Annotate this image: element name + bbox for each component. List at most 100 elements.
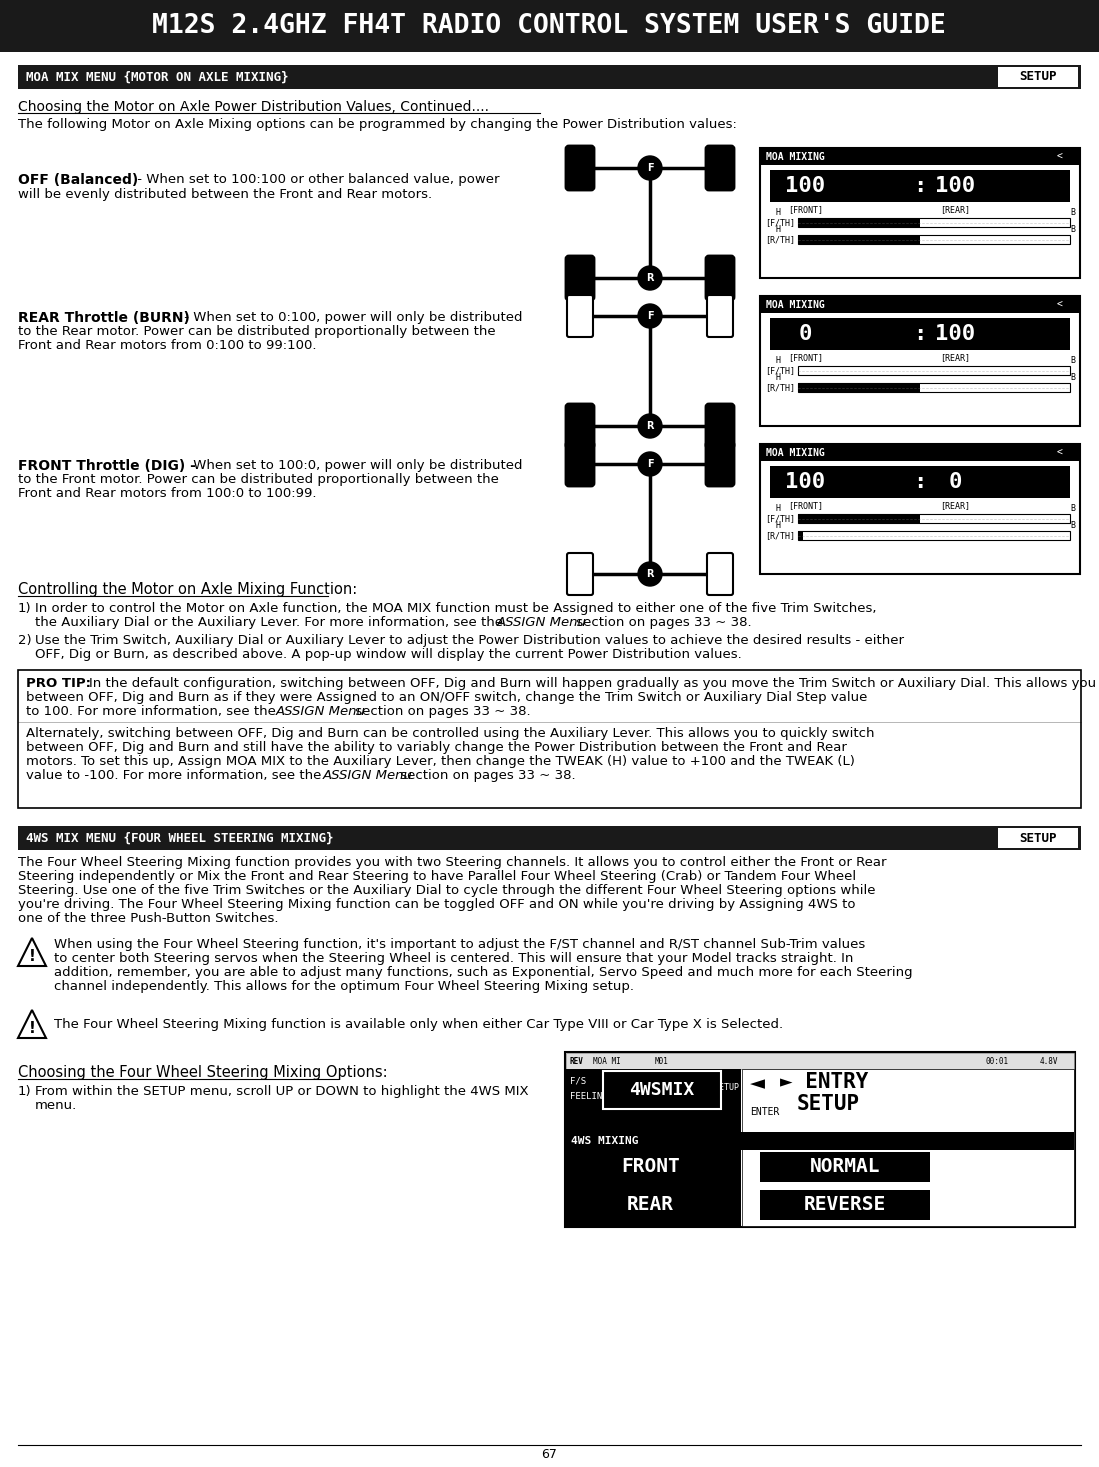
Text: section on pages 33 ~ 38.: section on pages 33 ~ 38.: [396, 769, 576, 782]
Text: [REAR]: [REAR]: [941, 502, 970, 511]
Text: !: !: [29, 949, 35, 964]
Text: 4WS MIXING: 4WS MIXING: [571, 1135, 639, 1146]
Text: ASSIGN Menu: ASSIGN Menu: [323, 769, 413, 782]
Text: one of the three Push-Button Switches.: one of the three Push-Button Switches.: [18, 912, 278, 926]
Text: ► ENTRY: ► ENTRY: [780, 1072, 868, 1091]
Text: value to -100. For more information, see the: value to -100. For more information, see…: [26, 769, 325, 782]
Text: menu.: menu.: [35, 1099, 77, 1112]
Text: <: <: [1057, 447, 1063, 458]
FancyBboxPatch shape: [567, 405, 593, 447]
Circle shape: [639, 156, 662, 180]
Bar: [18, 826, 1081, 849]
Polygon shape: [18, 1009, 46, 1039]
Text: R: R: [646, 273, 654, 283]
Text: 4WSMIX: 4WSMIX: [630, 1081, 695, 1099]
Text: F: F: [646, 163, 653, 173]
Text: section on pages 33 ~ 38.: section on pages 33 ~ 38.: [571, 616, 752, 629]
Bar: [761, 296, 1080, 425]
Text: In order to control the Motor on Axle function, the MOA MIX function must be Ass: In order to control the Motor on Axle fu…: [35, 601, 877, 615]
Bar: [18, 670, 1081, 808]
Text: 4WS MIX MENU {FOUR WHEEL STEERING MIXING}: 4WS MIX MENU {FOUR WHEEL STEERING MIXING…: [26, 832, 333, 845]
Text: between OFF, Dig and Burn as if they were Assigned to an ON/OFF switch, change t: between OFF, Dig and Burn as if they wer…: [26, 691, 867, 704]
Text: REAR Throttle (BURN): REAR Throttle (BURN): [18, 311, 190, 326]
Text: The following Motor on Axle Mixing options can be programmed by changing the Pow: The following Motor on Axle Mixing optio…: [18, 117, 736, 131]
Text: M01: M01: [655, 1056, 669, 1065]
Text: [FRONT]: [FRONT]: [788, 502, 823, 511]
Text: 1): 1): [18, 1086, 32, 1097]
Bar: [798, 513, 1070, 524]
Text: 1): 1): [18, 601, 32, 615]
Text: section on pages 33 ~ 38.: section on pages 33 ~ 38.: [351, 706, 531, 717]
Bar: [761, 445, 1080, 574]
Text: [F/TH]: [F/TH]: [765, 367, 795, 376]
Text: [R/TH]: [R/TH]: [765, 236, 795, 245]
Text: 0: 0: [948, 472, 963, 491]
Circle shape: [639, 266, 662, 290]
Bar: [742, 1069, 1074, 1226]
Text: Use the Trim Switch, Auxiliary Dial or Auxiliary Lever to adjust the Power Distr: Use the Trim Switch, Auxiliary Dial or A…: [35, 634, 904, 647]
Bar: [761, 1190, 930, 1221]
Text: 100: 100: [786, 472, 825, 491]
Text: The Four Wheel Steering Mixing function is available only when either Car Type V: The Four Wheel Steering Mixing function …: [54, 1018, 784, 1031]
Text: 00:01: 00:01: [985, 1056, 1008, 1065]
Text: [REAR]: [REAR]: [941, 205, 970, 214]
Text: FRONT Throttle (DIG) -: FRONT Throttle (DIG) -: [18, 459, 196, 472]
Bar: [761, 296, 1079, 312]
Bar: [761, 148, 1080, 279]
Bar: [798, 235, 1070, 244]
Text: SETUP: SETUP: [1019, 832, 1057, 845]
FancyBboxPatch shape: [707, 405, 733, 447]
Text: :: :: [913, 324, 926, 343]
Bar: [770, 318, 1070, 351]
Text: Steering independently or Mix the Front and Rear Steering to have Parallel Four : Steering independently or Mix the Front …: [18, 870, 856, 883]
FancyBboxPatch shape: [567, 295, 593, 337]
Text: 0: 0: [799, 324, 812, 343]
Text: SETUP: SETUP: [714, 1083, 740, 1091]
Text: F/S: F/S: [570, 1077, 586, 1086]
Text: :: :: [913, 176, 926, 197]
Text: SETUP: SETUP: [797, 1094, 861, 1113]
FancyBboxPatch shape: [707, 443, 733, 486]
Text: F: F: [646, 311, 653, 321]
Text: FEELIN: FEELIN: [570, 1091, 602, 1102]
Text: channel independently. This allows for the optimum Four Wheel Steering Mixing se: channel independently. This allows for t…: [54, 980, 634, 993]
Text: MOA MI: MOA MI: [593, 1056, 621, 1065]
Text: 67: 67: [541, 1448, 557, 1461]
FancyBboxPatch shape: [707, 295, 733, 337]
Text: The Four Wheel Steering Mixing function provides you with two Steering channels.: The Four Wheel Steering Mixing function …: [18, 857, 887, 868]
Bar: [998, 827, 1078, 848]
FancyBboxPatch shape: [707, 257, 733, 299]
Text: R: R: [646, 569, 654, 579]
FancyBboxPatch shape: [567, 257, 593, 299]
Circle shape: [639, 304, 662, 329]
Text: H: H: [775, 208, 780, 217]
Text: H: H: [775, 505, 780, 513]
Text: In the default configuration, switching between OFF, Dig and Burn will happen gr: In the default configuration, switching …: [89, 676, 1099, 689]
Text: [R/TH]: [R/TH]: [765, 383, 795, 393]
Text: Front and Rear motors from 0:100 to 99:100.: Front and Rear motors from 0:100 to 99:1…: [18, 339, 317, 352]
Text: to the Front motor. Power can be distributed proportionally between the: to the Front motor. Power can be distrib…: [18, 472, 499, 486]
FancyBboxPatch shape: [567, 147, 593, 189]
Text: 100: 100: [935, 324, 976, 343]
Bar: [798, 383, 1070, 392]
Text: MOA MIXING: MOA MIXING: [766, 299, 824, 310]
Text: addition, remember, you are able to adjust many functions, such as Exponential, : addition, remember, you are able to adju…: [54, 965, 912, 978]
Circle shape: [639, 414, 662, 439]
Bar: [761, 150, 1079, 164]
Text: ENTER: ENTER: [750, 1108, 779, 1116]
Bar: [798, 219, 920, 227]
Polygon shape: [18, 937, 46, 965]
Text: to 100. For more information, see the: to 100. For more information, see the: [26, 706, 280, 717]
Bar: [573, 1152, 728, 1182]
Text: OFF (Balanced): OFF (Balanced): [18, 173, 138, 186]
Bar: [761, 1152, 930, 1182]
Bar: [565, 1052, 1075, 1226]
Text: F: F: [646, 459, 653, 469]
Text: REAR: REAR: [628, 1196, 674, 1215]
Text: you're driving. The Four Wheel Steering Mixing function can be toggled OFF and O: you're driving. The Four Wheel Steering …: [18, 898, 855, 911]
Bar: [798, 383, 920, 392]
Text: Alternately, switching between OFF, Dig and Burn can be controlled using the Aux: Alternately, switching between OFF, Dig …: [26, 728, 875, 739]
Text: R: R: [646, 421, 654, 431]
Text: MOA MIXING: MOA MIXING: [766, 153, 824, 161]
Text: From within the SETUP menu, scroll UP or DOWN to highlight the 4WS MIX: From within the SETUP menu, scroll UP or…: [35, 1086, 529, 1097]
